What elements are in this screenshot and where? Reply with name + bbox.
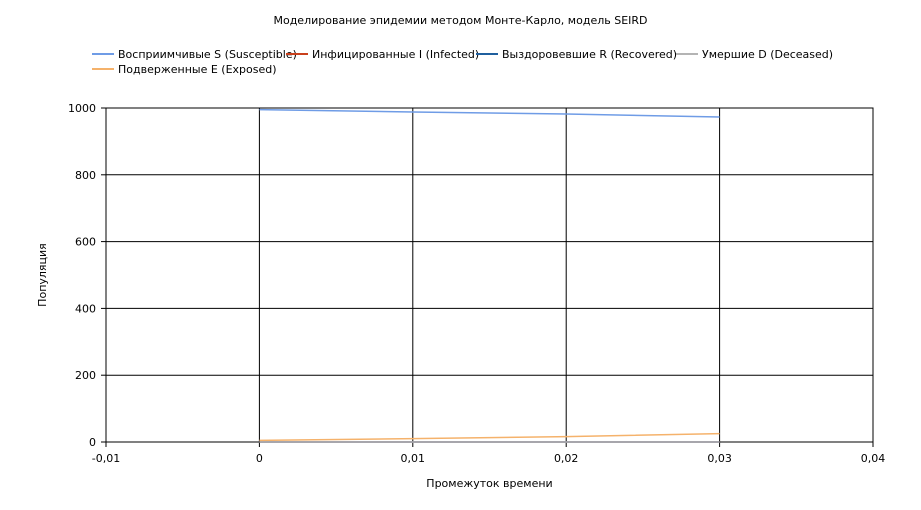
y-axis-label: Популяция xyxy=(36,243,49,307)
legend: Восприимчивые S (Susceptible) Инфицирова… xyxy=(92,47,852,79)
x-tick-label: 0,03 xyxy=(707,452,732,465)
legend-label-susceptible: Восприимчивые S (Susceptible) xyxy=(118,47,297,61)
legend-item-exposed: Подверженные E (Exposed) xyxy=(92,62,277,76)
legend-item-recovered: Выздоровевшие R (Recovered) xyxy=(476,47,677,61)
y-tick-label: 1000 xyxy=(68,102,96,115)
y-tick-label: 800 xyxy=(75,169,96,182)
series-line-0 xyxy=(259,108,720,118)
legend-item-infected: Инфицированные I (Infected) xyxy=(286,47,479,61)
y-tick-label: 400 xyxy=(75,302,96,315)
legend-label-infected: Инфицированные I (Infected) xyxy=(312,47,480,61)
y-tick-label: 200 xyxy=(75,369,96,382)
legend-item-deceased: Умершие D (Deceased) xyxy=(676,47,833,61)
y-tick-label: 600 xyxy=(75,236,96,249)
x-tick-label: 0 xyxy=(256,452,263,465)
legend-swatch-deceased xyxy=(676,53,698,55)
x-tick-label: -0,01 xyxy=(92,452,120,465)
x-tick-label: 0,01 xyxy=(401,452,426,465)
legend-swatch-infected xyxy=(286,53,308,55)
legend-label-deceased: Умершие D (Deceased) xyxy=(702,47,834,61)
plot-frame xyxy=(105,107,874,443)
x-tick-label: 0,02 xyxy=(554,452,579,465)
y-tick-label: 0 xyxy=(89,436,96,449)
legend-label-exposed: Подверженные E (Exposed) xyxy=(118,62,277,76)
legend-item-susceptible: Восприимчивые S (Susceptible) xyxy=(92,47,297,61)
x-axis-label: Промежуток времени xyxy=(426,477,552,490)
x-tick-label: 0,04 xyxy=(861,452,886,465)
legend-swatch-susceptible xyxy=(92,53,114,55)
legend-swatch-recovered xyxy=(476,53,498,55)
legend-label-recovered: Выздоровевшие R (Recovered) xyxy=(502,47,678,61)
legend-swatch-exposed xyxy=(92,68,114,70)
chart-title: Моделирование эпидемии методом Монте-Кар… xyxy=(273,14,648,27)
series-line-4 xyxy=(259,432,720,442)
